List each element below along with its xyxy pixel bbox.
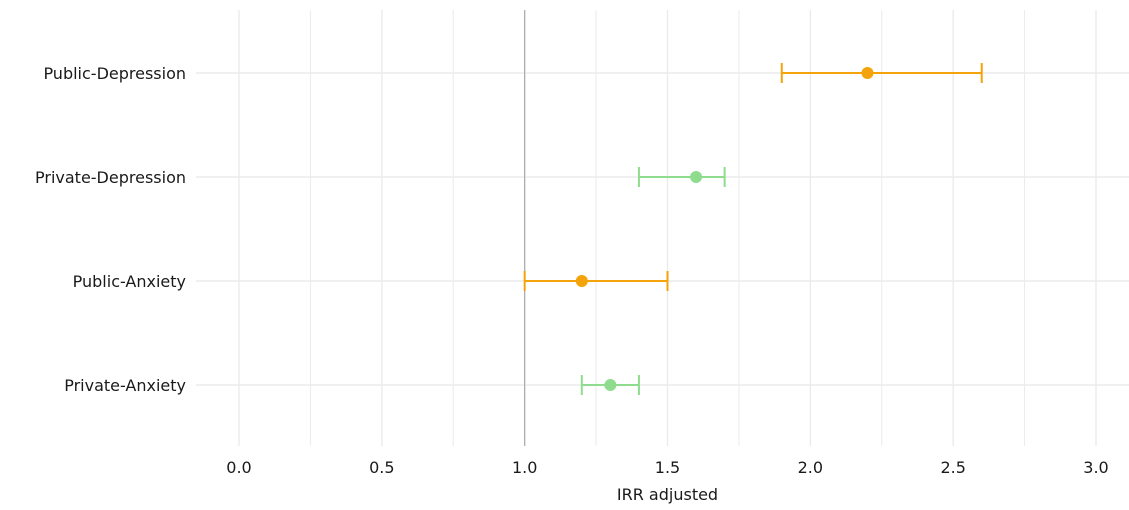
x-tick-label: 1.5 (655, 458, 680, 477)
x-tick-label: 2.5 (940, 458, 965, 477)
row-label: Private-Anxiety (64, 376, 186, 395)
x-tick-label: 0.0 (226, 458, 251, 477)
x-axis-title: IRR adjusted (617, 485, 718, 504)
x-tick-label: 3.0 (1083, 458, 1108, 477)
x-tick-label: 0.5 (369, 458, 394, 477)
row-label: Public-Depression (43, 64, 186, 83)
row-label: Private-Depression (35, 168, 186, 187)
estimate-point (604, 379, 617, 391)
x-tick-label: 1.0 (512, 458, 537, 477)
x-tick-label: 2.0 (798, 458, 823, 477)
estimate-point (861, 67, 874, 79)
row-label: Public-Anxiety (73, 272, 186, 291)
estimate-point (575, 275, 588, 287)
estimate-point (690, 171, 703, 183)
